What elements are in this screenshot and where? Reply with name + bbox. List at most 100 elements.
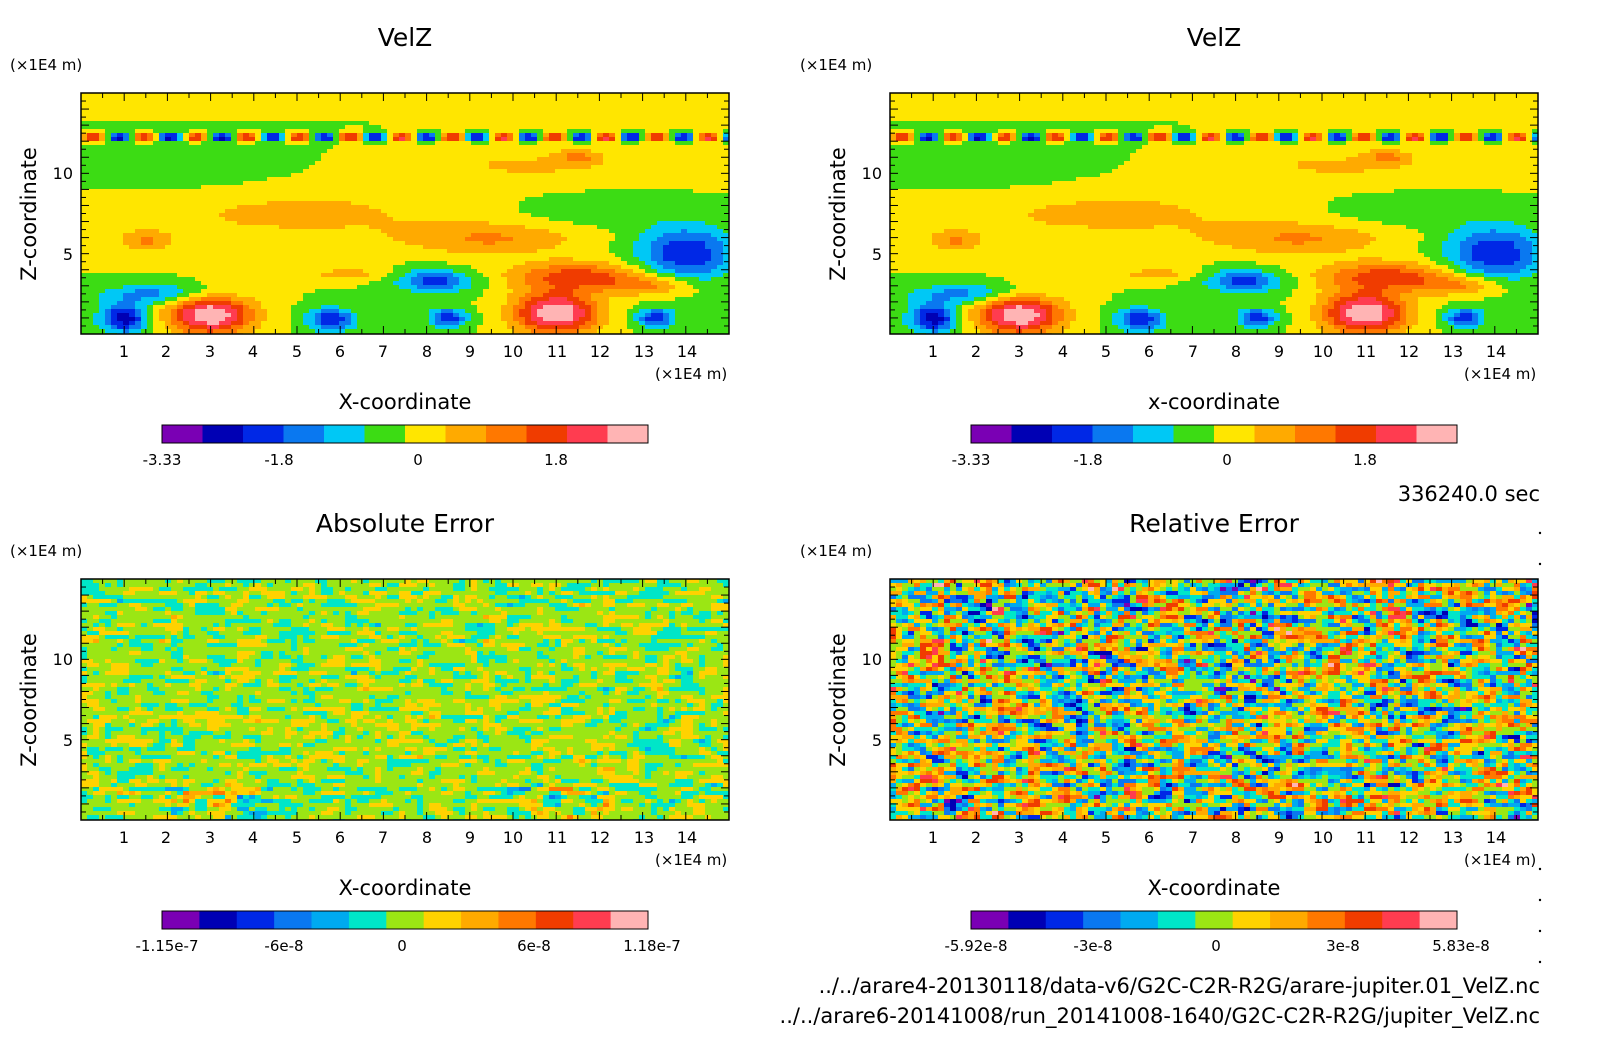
field-cell: [165, 141, 172, 146]
field-cell: [141, 217, 148, 222]
field-cell: [651, 117, 658, 122]
field-cell: [639, 233, 646, 238]
field-cell: [369, 181, 376, 186]
field-cell: [315, 129, 322, 134]
field-cell: [567, 129, 574, 134]
field-cell: [165, 201, 172, 206]
field-cell: [201, 125, 208, 130]
field-cell: [723, 181, 729, 186]
field-cell: [423, 189, 430, 194]
field-cell: [627, 129, 634, 134]
field-cell: [471, 225, 478, 230]
field-cell: [177, 221, 184, 226]
field-cell: [93, 137, 100, 142]
field-cell: [579, 161, 586, 166]
field-cell: [453, 153, 460, 158]
field-cell: [597, 125, 604, 130]
field-cell: [315, 229, 322, 234]
field-cell: [249, 157, 256, 162]
field-cell: [603, 233, 610, 238]
field-cell: [177, 105, 184, 110]
field-cell: [447, 101, 454, 106]
field-cell: [501, 169, 508, 174]
field-cell: [351, 181, 358, 186]
field-cell: [375, 93, 382, 98]
field-cell: [597, 161, 604, 166]
field-cell: [579, 117, 586, 122]
field-cell: [705, 273, 712, 278]
field-cell: [279, 129, 286, 134]
field-cell: [477, 221, 484, 226]
field-cell: [225, 97, 232, 102]
field-cell: [153, 141, 160, 146]
field-cell: [273, 165, 280, 170]
field-cell: [621, 205, 628, 210]
field-cell: [255, 213, 262, 218]
field-cell: [411, 193, 418, 198]
field-cell: [567, 221, 574, 226]
field-cell: [567, 97, 574, 102]
field-cell: [699, 161, 706, 166]
field-cell: [405, 101, 412, 106]
field-cell: [321, 269, 328, 274]
field-cell: [279, 249, 286, 254]
field-cell: [291, 193, 298, 198]
field-cell: [111, 209, 118, 214]
field-cell: [435, 193, 442, 198]
field-cell: [195, 261, 202, 266]
field-cell: [201, 201, 208, 206]
field-cell: [453, 129, 460, 134]
field-cell: [249, 149, 256, 154]
field-cell: [609, 245, 616, 250]
field-cell: [183, 241, 190, 246]
field-cell: [675, 173, 682, 178]
field-cell: [603, 125, 610, 130]
field-cell: [495, 133, 502, 138]
field-cell: [519, 117, 526, 122]
field-cell: [663, 189, 670, 194]
field-cell: [261, 189, 268, 194]
field-cell: [495, 193, 502, 198]
field-cell: [441, 165, 448, 170]
field-cell: [423, 213, 430, 218]
field-cell: [513, 109, 520, 114]
field-cell: [453, 117, 460, 122]
field-cell: [393, 261, 400, 266]
field-cell: [411, 225, 418, 230]
field-cell: [303, 269, 310, 274]
field-cell: [243, 273, 250, 278]
field-cell: [567, 145, 574, 150]
field-cell: [429, 149, 436, 154]
field-cell: [615, 217, 622, 222]
field-cell: [285, 221, 292, 226]
field-cell: [681, 209, 688, 214]
field-cell: [627, 209, 634, 214]
field-cell: [249, 257, 256, 262]
field-cell: [687, 125, 694, 130]
field-cell: [321, 229, 328, 234]
field-cell: [297, 101, 304, 106]
field-cell: [459, 141, 466, 146]
field-cell: [303, 117, 310, 122]
field-cell: [693, 253, 700, 258]
field-cell: [477, 213, 484, 218]
field-cell: [363, 273, 370, 278]
field-cell: [129, 149, 136, 154]
field-cell: [213, 121, 220, 126]
field-cell: [507, 97, 514, 102]
field-cell: [147, 141, 154, 146]
field-cell: [195, 105, 202, 110]
field-cell: [447, 205, 454, 210]
field-cell: [363, 181, 370, 186]
field-cell: [441, 105, 448, 110]
field-cell: [429, 109, 436, 114]
field-cell: [339, 113, 346, 118]
field-cell: [201, 149, 208, 154]
field-cell: [519, 141, 526, 146]
field-cell: [393, 257, 400, 262]
field-cell: [537, 209, 544, 214]
field-cell: [621, 241, 628, 246]
field-cell: [363, 225, 370, 230]
field-cell: [195, 145, 202, 150]
field-cell: [123, 225, 130, 230]
